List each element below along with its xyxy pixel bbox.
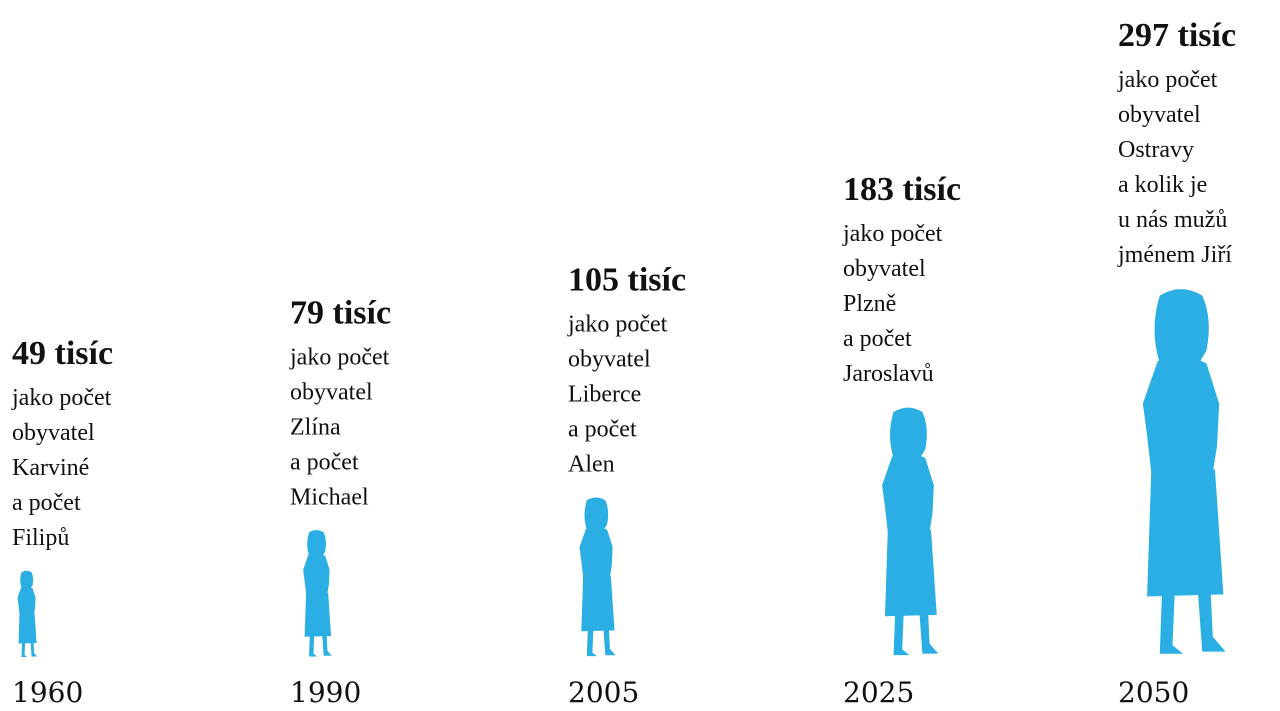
description-line: jako počet [567, 312, 668, 338]
year-label: 2025 [843, 676, 914, 709]
year-label: 2050 [1118, 676, 1189, 709]
description-line: a počet [290, 449, 359, 475]
description-line: jako počet [1117, 67, 1218, 93]
woman-figure [303, 530, 332, 657]
description-line: Liberce [568, 382, 641, 408]
description-line: a počet [843, 326, 912, 352]
year-label: 1990 [290, 676, 361, 709]
description-line: jako počet [11, 385, 112, 411]
description-line: Jaroslavů [843, 361, 934, 387]
description-line: a počet [568, 417, 637, 443]
woman-figure [17, 570, 38, 657]
value-label: 79 tisíc [290, 294, 391, 331]
description-line: Alen [568, 452, 615, 478]
torso [17, 586, 36, 615]
description-line: u nás mužů [1118, 207, 1227, 233]
description-line: Michael [290, 484, 369, 510]
description-line: obyvatel [1118, 102, 1201, 128]
description-line: a kolik je [1118, 172, 1207, 198]
skirt [884, 529, 937, 617]
description-line: Plzně [843, 291, 896, 317]
value-label: 49 tisíc [12, 335, 113, 372]
head [896, 411, 920, 444]
description-line: jako počet [289, 344, 390, 370]
torso [303, 553, 330, 594]
description-line: jménem Jiří [1117, 242, 1232, 268]
woman-figure [882, 407, 939, 656]
legs [586, 629, 616, 657]
description-line: obyvatel [843, 256, 926, 282]
woman-figure [1142, 289, 1226, 654]
value-label: 297 tisíc [1118, 17, 1236, 54]
description-line: Karviné [12, 455, 89, 481]
skirt [1147, 469, 1224, 597]
torso [579, 526, 613, 578]
value-label: 105 tisíc [568, 262, 686, 299]
head [310, 532, 323, 549]
legs [893, 613, 939, 656]
description-line: obyvatel [12, 420, 95, 446]
value-label: 183 tisíc [843, 171, 961, 208]
skirt [18, 613, 37, 644]
head [588, 500, 604, 521]
year-label: 2005 [568, 676, 639, 709]
description-line: obyvatel [568, 347, 651, 373]
legs [1159, 592, 1226, 654]
skirt [304, 592, 332, 637]
torso [1142, 356, 1220, 473]
woman-figure [579, 497, 616, 657]
legs [309, 635, 332, 657]
torso [882, 453, 934, 533]
description-line: Filipů [12, 525, 69, 551]
head [22, 572, 31, 584]
description-line: Ostravy [1118, 137, 1194, 163]
head [1164, 295, 1198, 343]
year-label: 1960 [12, 676, 83, 709]
description-line: jako počet [842, 221, 943, 247]
skirt [581, 575, 615, 632]
description-line: Zlína [290, 414, 341, 440]
legs [21, 642, 38, 657]
description-line: a počet [12, 490, 81, 516]
description-line: obyvatel [290, 379, 373, 405]
